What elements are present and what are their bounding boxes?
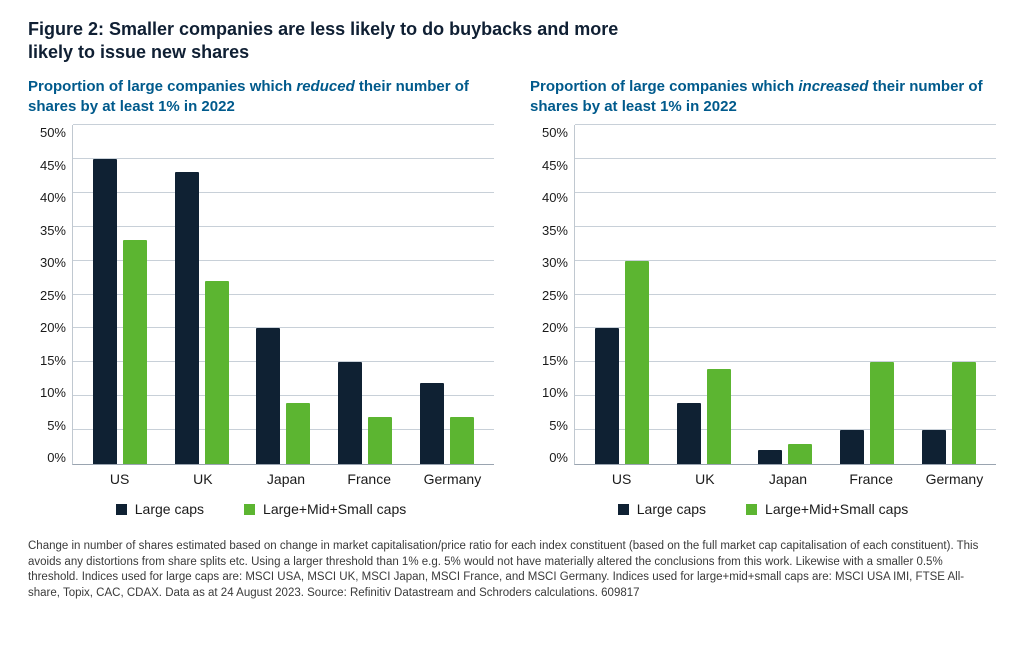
subtitle-prefix: Proportion of large companies which — [530, 78, 798, 95]
subtitle-prefix: Proportion of large companies which — [28, 78, 296, 95]
right-plot-area — [574, 125, 996, 465]
ytick-label: 0% — [549, 450, 568, 465]
xtick-label: US — [580, 471, 663, 487]
bar-group — [840, 125, 894, 464]
figure-container: Figure 2: Smaller companies are less lik… — [0, 0, 1024, 663]
figure-title: Figure 2: Smaller companies are less lik… — [28, 18, 668, 63]
left-yaxis: 50% 45% 40% 35% 30% 25% 20% 15% 10% 5% 0% — [28, 125, 72, 465]
subtitle-emphasis: reduced — [296, 78, 354, 95]
bar-large — [677, 403, 701, 464]
bar-large — [922, 430, 946, 464]
bar-large — [758, 450, 782, 464]
ytick-label: 20% — [542, 320, 568, 335]
ytick-label: 30% — [542, 255, 568, 270]
xtick-label: Japan — [244, 471, 327, 487]
ytick-label: 0% — [47, 450, 66, 465]
ytick-label: 5% — [47, 418, 66, 433]
bar-all — [707, 369, 731, 464]
figure-footnote: Change in number of shares estimated bas… — [28, 539, 996, 601]
bar-all — [123, 240, 147, 464]
left-plot-wrap: 50% 45% 40% 35% 30% 25% 20% 15% 10% 5% 0% — [28, 125, 494, 465]
ytick-label: 15% — [542, 353, 568, 368]
right-xaxis: USUKJapanFranceGermany — [530, 465, 996, 487]
bar-all — [788, 444, 812, 464]
bar-group — [758, 125, 812, 464]
ytick-label: 40% — [40, 190, 66, 205]
bar-large — [175, 172, 199, 464]
xtick-label: UK — [663, 471, 746, 487]
bar-all — [625, 261, 649, 464]
ytick-label: 50% — [40, 125, 66, 140]
left-bars-layer — [73, 125, 494, 464]
bar-group — [175, 125, 229, 464]
legend-label-all: Large+Mid+Small caps — [263, 501, 406, 517]
left-chart-subtitle: Proportion of large companies which redu… — [28, 77, 494, 119]
right-chart-subtitle: Proportion of large companies which incr… — [530, 77, 996, 119]
bar-group — [677, 125, 731, 464]
left-chart-panel: Proportion of large companies which redu… — [28, 77, 494, 517]
swatch-all — [746, 504, 757, 515]
bar-large — [595, 328, 619, 464]
bar-group — [93, 125, 147, 464]
left-plot-area — [72, 125, 494, 465]
bar-group — [420, 125, 474, 464]
ytick-label: 25% — [542, 288, 568, 303]
legend-label-large: Large caps — [135, 501, 204, 517]
right-chart-panel: Proportion of large companies which incr… — [530, 77, 996, 517]
bar-all — [205, 281, 229, 464]
ytick-label: 10% — [542, 385, 568, 400]
legend-item-large: Large caps — [116, 501, 204, 517]
ytick-label: 25% — [40, 288, 66, 303]
xtick-label: US — [78, 471, 161, 487]
bar-all — [368, 417, 392, 464]
bar-large — [93, 159, 117, 464]
ytick-label: 30% — [40, 255, 66, 270]
right-plot-wrap: 50% 45% 40% 35% 30% 25% 20% 15% 10% 5% 0% — [530, 125, 996, 465]
ytick-label: 20% — [40, 320, 66, 335]
legend-item-all: Large+Mid+Small caps — [244, 501, 406, 517]
ytick-label: 45% — [542, 158, 568, 173]
legend-item-all: Large+Mid+Small caps — [746, 501, 908, 517]
ytick-label: 45% — [40, 158, 66, 173]
xtick-label: Germany — [913, 471, 996, 487]
bar-all — [870, 362, 894, 464]
swatch-large — [618, 504, 629, 515]
bar-large — [338, 362, 362, 464]
bar-all — [952, 362, 976, 464]
swatch-all — [244, 504, 255, 515]
legend-label-large: Large caps — [637, 501, 706, 517]
ytick-label: 35% — [542, 223, 568, 238]
ytick-label: 35% — [40, 223, 66, 238]
legend-label-all: Large+Mid+Small caps — [765, 501, 908, 517]
xtick-label: UK — [161, 471, 244, 487]
right-legend: Large caps Large+Mid+Small caps — [530, 501, 996, 517]
xtick-label: France — [830, 471, 913, 487]
bar-group — [256, 125, 310, 464]
bar-all — [286, 403, 310, 464]
xtick-label: Japan — [746, 471, 829, 487]
ytick-label: 10% — [40, 385, 66, 400]
ytick-label: 15% — [40, 353, 66, 368]
swatch-large — [116, 504, 127, 515]
xtick-label: Germany — [411, 471, 494, 487]
xtick-label: France — [328, 471, 411, 487]
bar-large — [420, 383, 444, 464]
right-bars-layer — [575, 125, 996, 464]
bar-group — [922, 125, 976, 464]
right-yaxis: 50% 45% 40% 35% 30% 25% 20% 15% 10% 5% 0% — [530, 125, 574, 465]
ytick-label: 50% — [542, 125, 568, 140]
bar-large — [256, 328, 280, 464]
legend-item-large: Large caps — [618, 501, 706, 517]
charts-row: Proportion of large companies which redu… — [28, 77, 996, 517]
ytick-label: 5% — [549, 418, 568, 433]
subtitle-emphasis: increased — [798, 78, 868, 95]
bar-large — [840, 430, 864, 464]
bar-group — [338, 125, 392, 464]
left-legend: Large caps Large+Mid+Small caps — [28, 501, 494, 517]
ytick-label: 40% — [542, 190, 568, 205]
left-xaxis: USUKJapanFranceGermany — [28, 465, 494, 487]
bar-all — [450, 417, 474, 464]
bar-group — [595, 125, 649, 464]
